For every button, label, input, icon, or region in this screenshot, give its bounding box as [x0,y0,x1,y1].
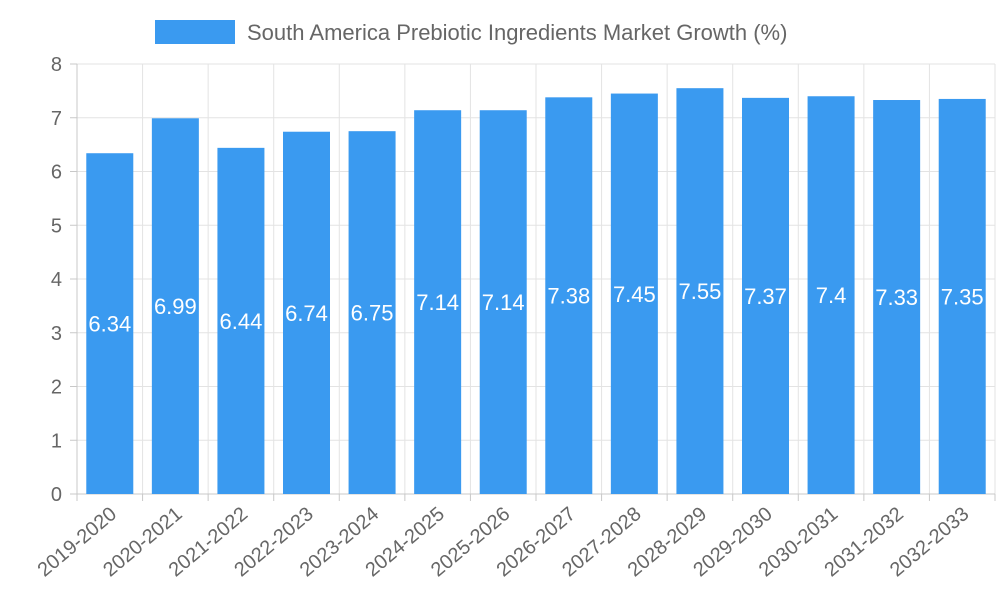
bar [610,93,658,494]
y-tick-label: 3 [51,323,62,345]
data-label: 7.38 [547,284,590,309]
bar [283,131,330,494]
data-label: 7.14 [482,290,525,315]
y-tick-label: 6 [51,162,62,184]
bar [479,110,527,494]
legend-label: South America Prebiotic Ingredients Mark… [247,20,787,45]
data-labels: 6.34 6.99 6.44 6.74 6.75 7.14 7.14 7.38 7.45 7.55… [88,279,983,337]
bar [414,110,462,494]
x-axis-tick-labels: 2019-20202020-20212021-20222022-20232023… [34,503,974,581]
gridlines [77,63,996,494]
bar [938,98,986,494]
legend[interactable]: South America Prebiotic Ingredients Mark… [155,20,787,45]
bar [676,88,724,494]
bar [545,97,593,494]
bar [217,147,265,494]
bar [348,131,396,494]
data-label: 6.75 [351,301,394,326]
bar [873,100,921,494]
bar [807,96,855,494]
y-tick-label: 4 [51,269,62,291]
data-label: 6.44 [220,309,263,334]
y-tick-label: 7 [51,108,62,130]
data-label: 6.34 [88,312,131,337]
bar [86,153,134,494]
legend-swatch [155,20,235,44]
data-label: 7.33 [875,285,918,310]
data-label: 7.35 [941,284,984,309]
data-label: 7.14 [416,290,459,315]
data-label: 7.55 [679,279,722,304]
y-tick-label: 5 [51,215,62,237]
bar [742,97,789,495]
data-label: 7.37 [744,284,787,309]
data-label: 7.45 [613,282,656,307]
y-axis-tick-labels: 0 1 2 3 4 5 6 7 8 [51,54,62,506]
data-label: 7.4 [816,283,847,308]
y-tick-label: 8 [51,54,62,76]
y-tick-label: 0 [51,484,62,506]
bars [86,88,986,495]
data-label: 6.74 [285,301,328,326]
axes [70,63,996,501]
bar [151,118,199,494]
y-tick-label: 2 [51,377,62,399]
y-tick-label: 1 [51,430,62,452]
data-label: 6.99 [154,294,197,319]
